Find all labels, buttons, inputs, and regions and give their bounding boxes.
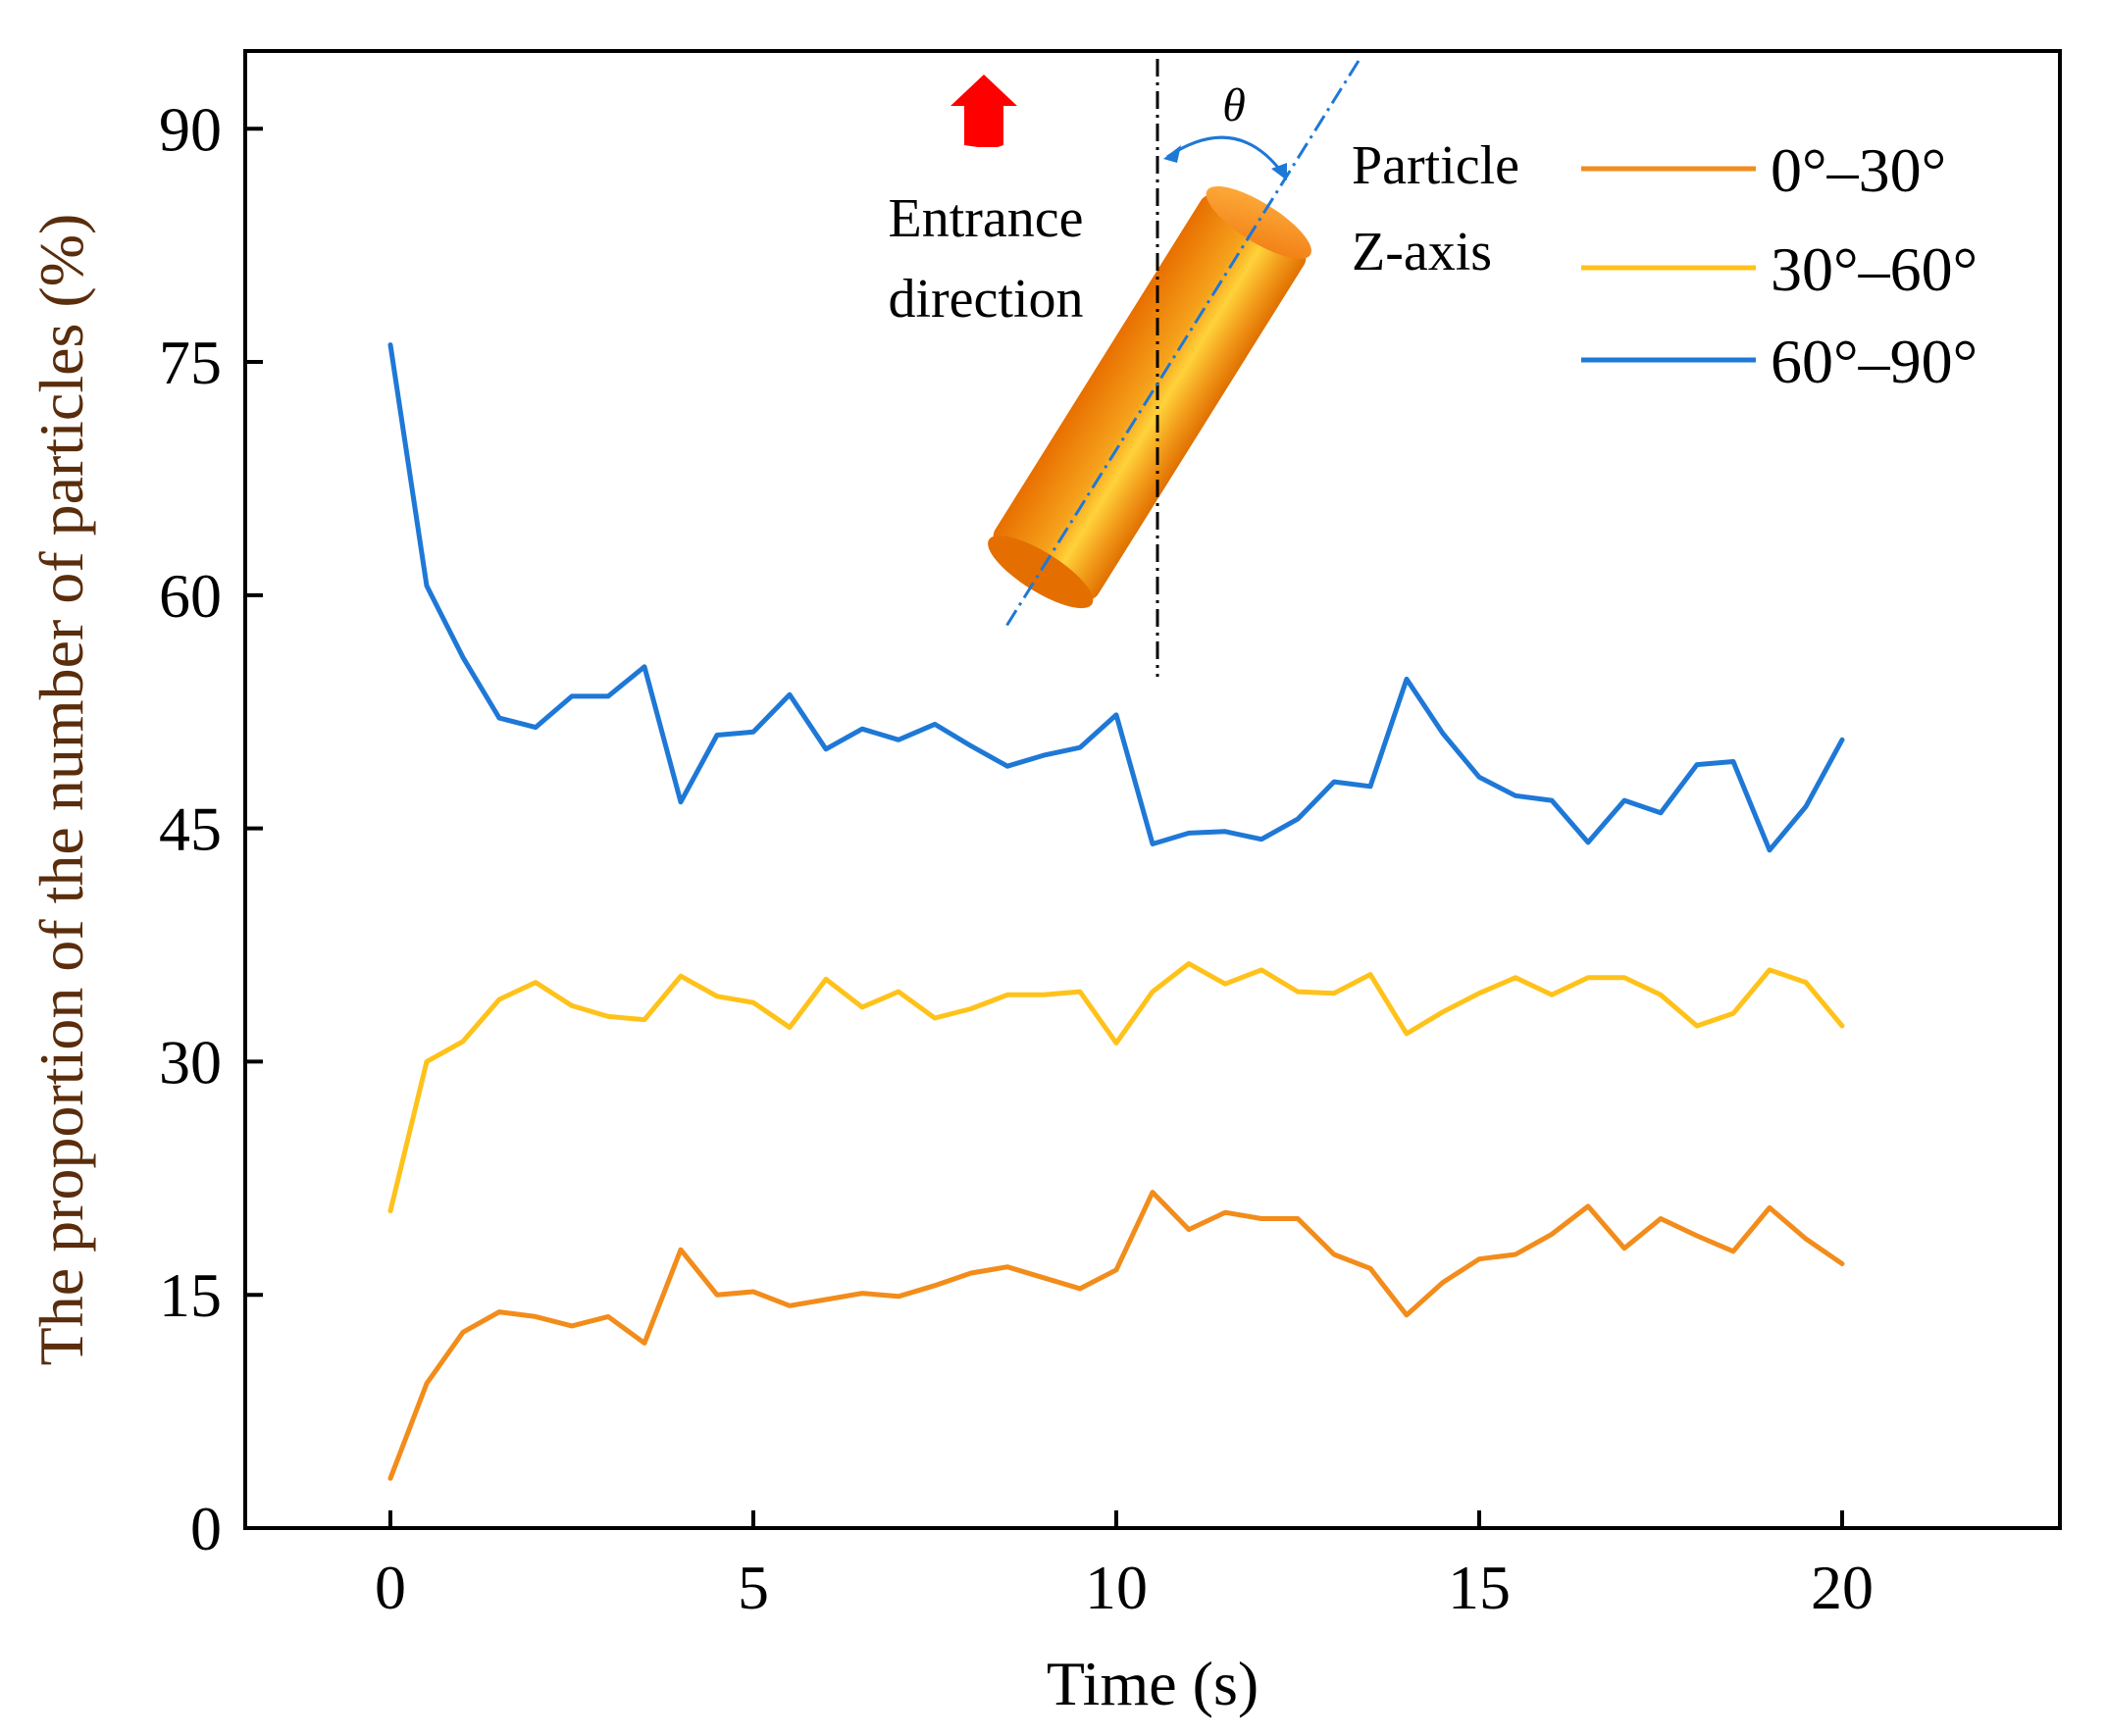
plot-area [243, 49, 2062, 1530]
x-axis: 0 5 10 15 20 [375, 1510, 1874, 1622]
particle-label-line1: Particle [1352, 135, 1519, 196]
x-tick-label-10: 10 [1085, 1553, 1148, 1622]
x-tick-label-5: 5 [738, 1553, 769, 1622]
y-tick-label-0: 0 [190, 1494, 222, 1563]
legend-label-30-60: 30°–60° [1771, 234, 1978, 304]
y-tick-label-60: 60 [159, 561, 222, 631]
x-tick-label-20: 20 [1811, 1553, 1874, 1622]
x-tick-label-15: 15 [1448, 1553, 1511, 1622]
entrance-label-line1: Entrance [889, 188, 1084, 249]
particle-label-line2: Z-axis [1352, 222, 1492, 282]
inset-schematic: Entrance direction θ Particle Z-axis [888, 59, 1519, 677]
y-tick-label-15: 15 [159, 1260, 222, 1330]
y-tick-label-75: 75 [159, 328, 222, 397]
theta-arrowhead-left-icon [1163, 145, 1181, 163]
legend-label-60-90: 60°–90° [1771, 327, 1978, 396]
x-tick-label-0: 0 [375, 1553, 406, 1622]
entrance-label-line2: direction [888, 269, 1083, 330]
legend-label-0-30: 0°–30° [1771, 135, 1946, 205]
theta-arc [1166, 135, 1287, 178]
legend: 0°–30° 30°–60° 60°–90° [1581, 135, 1978, 396]
y-tick-label-45: 45 [159, 794, 222, 864]
y-axis: 0 15 30 45 60 75 90 [159, 94, 263, 1563]
series-line-30-60 [387, 961, 1845, 1214]
y-tick-label-90: 90 [159, 94, 222, 164]
particle-z-axis-line [1003, 60, 1361, 629]
entrance-arrow-icon [950, 75, 1017, 147]
series-layer [387, 342, 1845, 1481]
theta-arrowhead-right-icon [1271, 163, 1287, 180]
series-line-60-90 [387, 342, 1845, 853]
y-axis-label: The proportion of the number of particle… [26, 214, 96, 1366]
series-line-0-30 [387, 1190, 1845, 1481]
theta-symbol: θ [1222, 79, 1246, 131]
x-axis-label: Time (s) [1047, 1649, 1258, 1718]
y-tick-label-30: 30 [159, 1027, 222, 1097]
